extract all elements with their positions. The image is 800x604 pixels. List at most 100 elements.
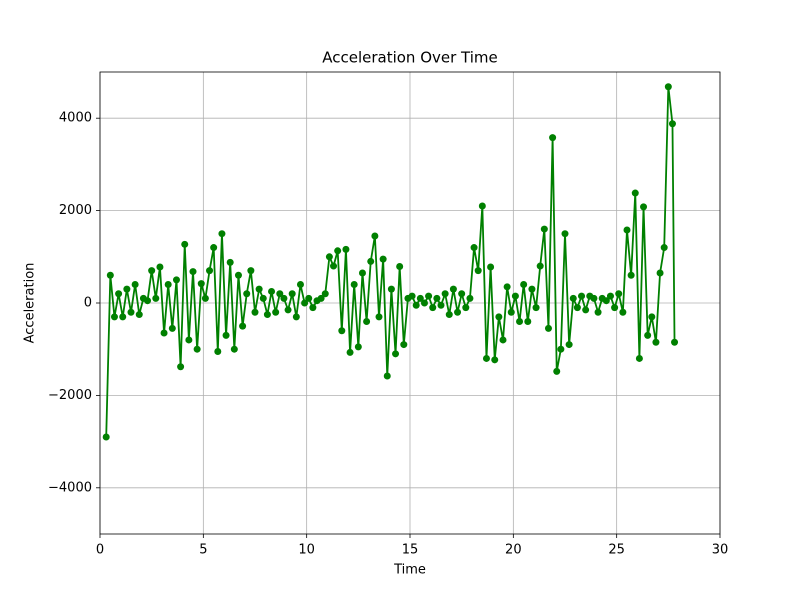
data-point xyxy=(106,271,114,279)
data-point xyxy=(383,372,391,380)
data-point xyxy=(462,304,470,312)
data-point xyxy=(164,281,172,289)
x-tick-label: 0 xyxy=(96,543,104,558)
data-point xyxy=(458,290,466,298)
data-point xyxy=(197,280,205,288)
data-point xyxy=(425,292,433,300)
data-point xyxy=(131,281,139,289)
data-point xyxy=(148,267,156,275)
data-point xyxy=(615,290,623,298)
data-point xyxy=(648,313,656,321)
data-point xyxy=(602,297,610,305)
data-point xyxy=(569,294,577,302)
data-point xyxy=(652,338,660,346)
data-point xyxy=(619,308,627,316)
data-point xyxy=(561,230,569,238)
data-point xyxy=(491,356,499,364)
data-point xyxy=(656,269,664,277)
data-point xyxy=(255,285,263,293)
data-point xyxy=(334,247,342,255)
y-tick-label: −2000 xyxy=(48,388,92,403)
x-axis-label: Time xyxy=(393,563,426,578)
data-point xyxy=(177,363,185,371)
data-point xyxy=(280,294,288,302)
data-point xyxy=(623,226,631,234)
data-point xyxy=(511,292,519,300)
data-point xyxy=(540,225,548,233)
data-point xyxy=(532,304,540,312)
x-tick-label: 15 xyxy=(402,543,419,558)
data-point xyxy=(123,285,131,293)
data-line xyxy=(105,86,676,438)
data-point xyxy=(330,262,338,270)
data-point xyxy=(412,301,420,309)
data-point xyxy=(338,327,346,335)
data-point xyxy=(119,313,127,321)
data-point xyxy=(387,285,395,293)
data-point xyxy=(247,267,255,275)
data-point xyxy=(305,294,313,302)
data-point xyxy=(499,336,507,344)
y-axis-label: Acceleration xyxy=(23,263,38,344)
data-point xyxy=(309,304,317,312)
data-point xyxy=(408,292,416,300)
x-tick-label: 30 xyxy=(712,543,729,558)
data-point xyxy=(528,285,536,293)
data-point xyxy=(445,311,453,319)
data-point xyxy=(350,281,358,289)
data-point xyxy=(193,345,201,353)
data-point xyxy=(210,244,218,252)
data-point xyxy=(594,308,602,316)
data-point xyxy=(358,269,366,277)
data-point xyxy=(110,313,118,321)
data-point xyxy=(627,271,635,279)
data-point xyxy=(342,245,350,253)
data-point xyxy=(379,255,387,263)
data-point xyxy=(400,341,408,349)
data-point xyxy=(317,294,325,302)
data-point xyxy=(449,285,457,293)
data-point xyxy=(478,202,486,210)
data-point xyxy=(206,267,214,275)
data-point xyxy=(441,290,449,298)
data-point xyxy=(363,317,371,325)
y-tick-label: 4000 xyxy=(59,111,92,126)
data-point xyxy=(135,311,143,319)
data-point xyxy=(152,294,160,302)
data-point xyxy=(272,308,280,316)
data-point xyxy=(201,294,209,302)
data-point xyxy=(115,290,123,298)
data-point xyxy=(243,290,251,298)
data-point xyxy=(218,230,226,238)
plot-frame xyxy=(99,71,721,535)
data-point xyxy=(516,317,524,325)
data-point xyxy=(354,343,362,351)
data-point xyxy=(582,306,590,314)
chart-title: Acceleration Over Time xyxy=(322,49,498,67)
data-point xyxy=(268,287,276,295)
x-tick-label: 5 xyxy=(199,543,207,558)
data-point xyxy=(520,281,528,289)
x-tick-label: 10 xyxy=(298,543,315,558)
data-point xyxy=(392,350,400,358)
data-point xyxy=(611,304,619,312)
data-point xyxy=(466,294,474,302)
data-point xyxy=(635,354,643,362)
data-point xyxy=(251,308,259,316)
data-point xyxy=(470,244,478,252)
data-point xyxy=(181,240,189,248)
data-point xyxy=(416,294,424,302)
data-point xyxy=(671,338,679,346)
data-point xyxy=(172,276,180,284)
data-point xyxy=(544,324,552,332)
data-point xyxy=(644,331,652,339)
data-point xyxy=(259,294,267,302)
data-point xyxy=(189,268,197,276)
x-tick-label: 20 xyxy=(505,543,522,558)
data-point xyxy=(321,290,329,298)
y-tick-label: 0 xyxy=(84,296,92,311)
data-point xyxy=(367,257,375,265)
data-point xyxy=(503,283,511,291)
data-point xyxy=(127,308,135,316)
data-point xyxy=(102,433,110,441)
